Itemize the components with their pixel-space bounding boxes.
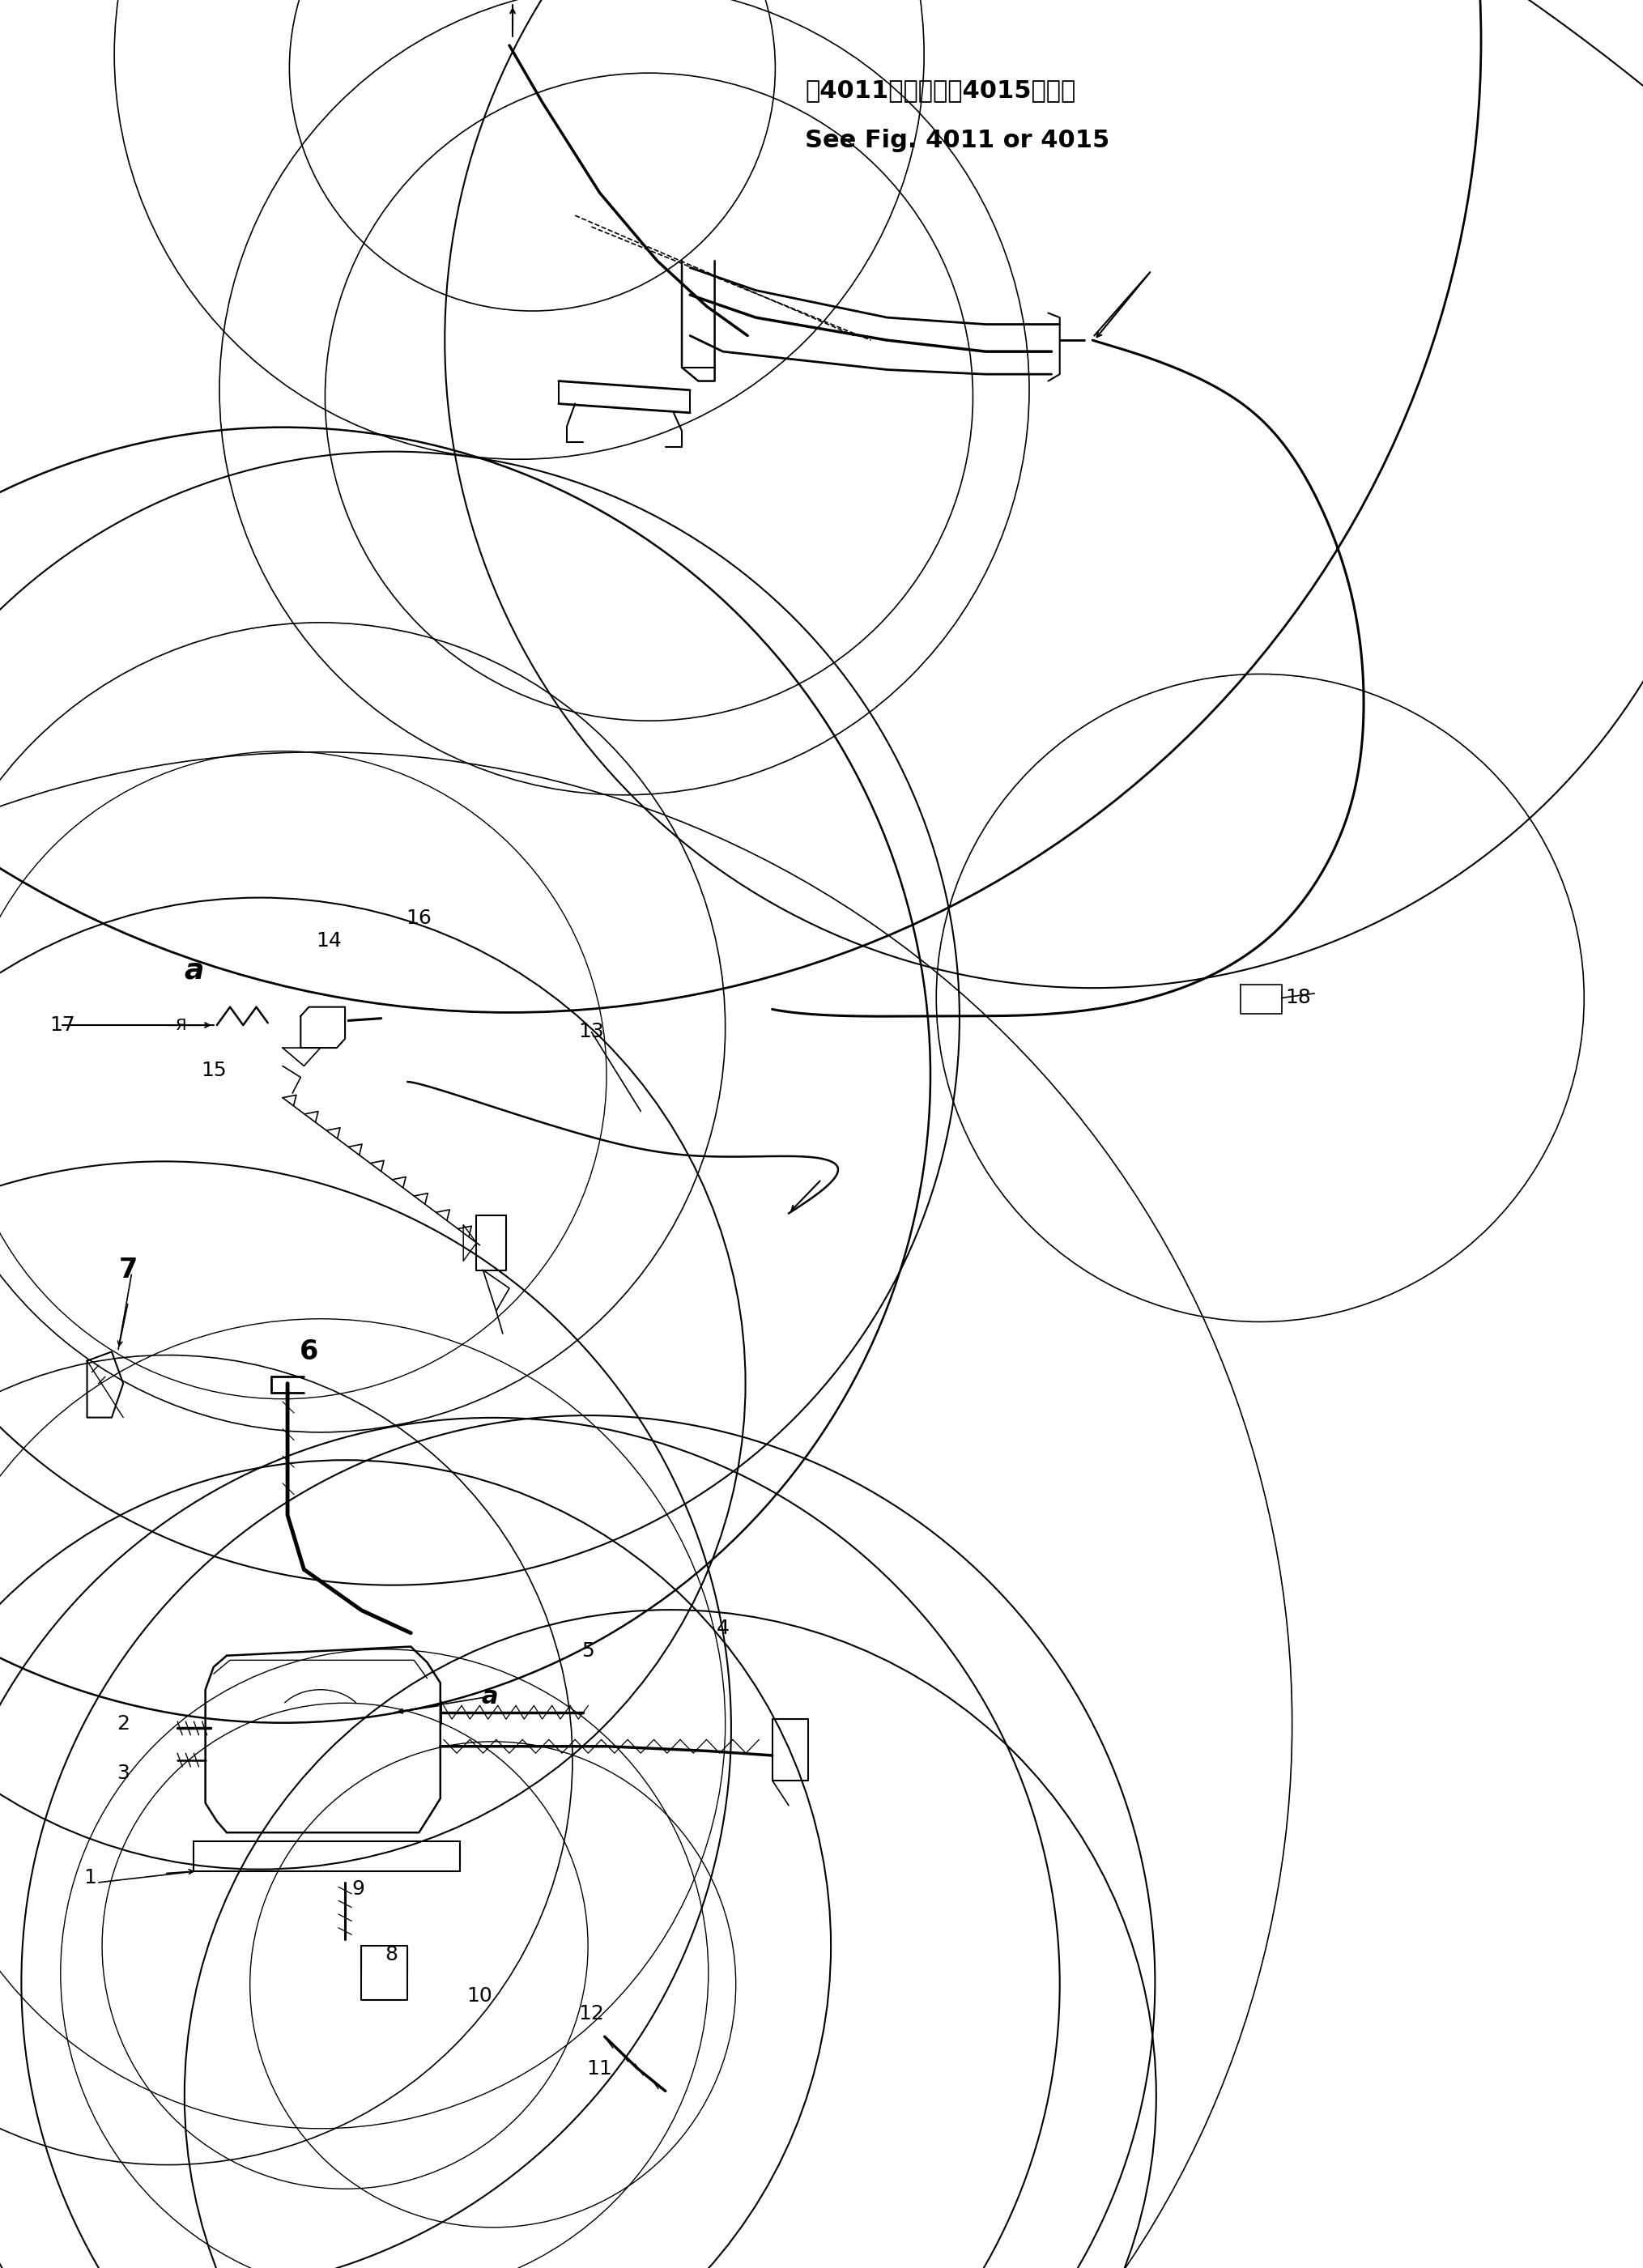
Text: 4: 4 — [716, 1619, 729, 1637]
Text: 8: 8 — [384, 1946, 398, 1964]
Text: 14: 14 — [315, 932, 342, 950]
Text: 笥4011図または笥4015図参照: 笥4011図または笥4015図参照 — [805, 79, 1076, 102]
Text: 15: 15 — [200, 1061, 227, 1080]
Text: 6: 6 — [299, 1338, 319, 1365]
Text: 3: 3 — [117, 1765, 130, 1783]
Text: 18: 18 — [1285, 989, 1311, 1007]
Text: 5: 5 — [582, 1642, 595, 1660]
Text: 17: 17 — [49, 1016, 76, 1034]
Text: 1: 1 — [84, 1869, 97, 1887]
Text: 13: 13 — [578, 1023, 605, 1041]
Text: See Fig. 4011 or 4015: See Fig. 4011 or 4015 — [805, 129, 1109, 152]
Text: Я: Я — [176, 1018, 186, 1032]
Text: 10: 10 — [467, 1987, 493, 2005]
Text: a: a — [184, 957, 204, 984]
Text: 2: 2 — [117, 1715, 130, 1733]
Text: 7: 7 — [118, 1256, 138, 1284]
Text: 12: 12 — [578, 2005, 605, 2023]
Text: 11: 11 — [587, 2059, 613, 2077]
Text: a: a — [481, 1685, 498, 1708]
Text: 9: 9 — [352, 1880, 365, 1898]
Text: 16: 16 — [406, 909, 432, 928]
